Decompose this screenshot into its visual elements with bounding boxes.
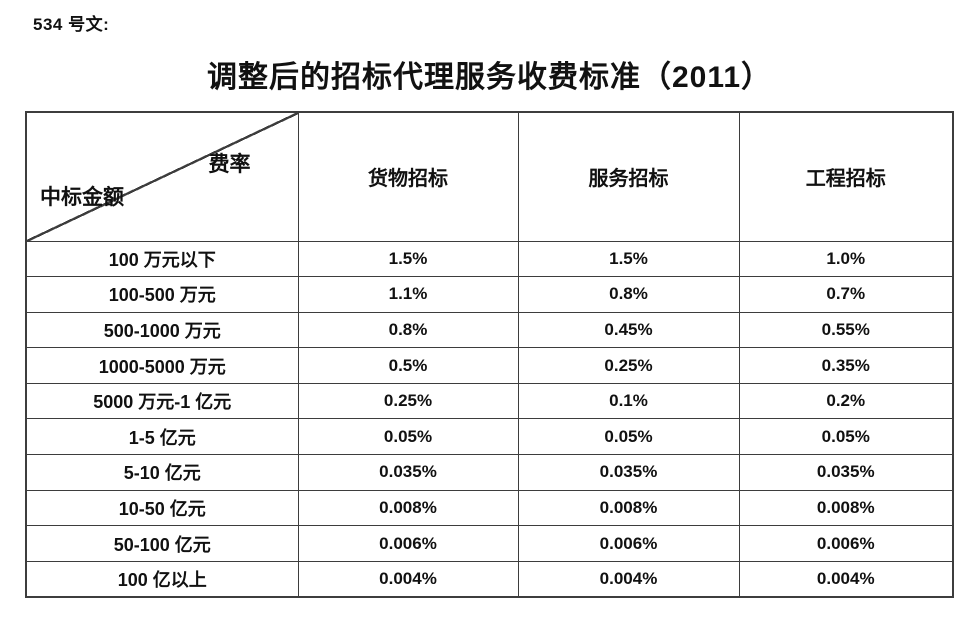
column-header-engineering-tender: 工程招标 (738, 111, 954, 242)
table-row: 1000-5000 万元 0.5% 0.25% 0.35% (25, 347, 954, 384)
row-label: 5000 万元-1 亿元 (25, 382, 299, 420)
row-label: 100 万元以下 (25, 240, 299, 278)
rate-cell: 0.004% (517, 560, 740, 598)
column-header-goods-tender: 货物招标 (297, 111, 519, 242)
table-header-row: 费率 中标金额 货物招标 服务招标 工程招标 (25, 111, 954, 242)
rate-cell: 1.1% (297, 276, 519, 313)
row-label: 10-50 亿元 (25, 489, 299, 527)
rate-cell: 0.035% (738, 454, 954, 491)
corner-label-bid-amount: 中标金额 (40, 185, 124, 209)
fee-rate-table: 费率 中标金额 货物招标 服务招标 工程招标 100 万元以下 1.5% 1.5… (25, 111, 954, 598)
row-label: 5-10 亿元 (25, 454, 299, 491)
table-row: 10-50 亿元 0.008% 0.008% 0.008% (25, 489, 954, 527)
rate-cell: 0.004% (297, 560, 519, 598)
rate-cell: 0.7% (738, 276, 954, 313)
rate-cell: 0.035% (297, 454, 519, 491)
rate-cell: 0.55% (738, 311, 954, 349)
rate-cell: 0.006% (738, 525, 954, 562)
rate-cell: 0.05% (517, 418, 740, 456)
rate-cell: 0.5% (297, 347, 519, 384)
rate-cell: 0.35% (738, 347, 954, 384)
column-header-service-tender: 服务招标 (517, 111, 740, 242)
rate-cell: 0.2% (738, 382, 954, 420)
table-row: 5-10 亿元 0.035% 0.035% 0.035% (25, 454, 954, 491)
rate-cell: 1.5% (517, 240, 740, 278)
row-label: 100 亿以上 (25, 560, 299, 598)
table-row: 1-5 亿元 0.05% 0.05% 0.05% (25, 418, 954, 456)
corner-label-rate: 费率 (208, 153, 251, 176)
row-label: 50-100 亿元 (25, 525, 299, 562)
rate-cell: 1.5% (297, 240, 519, 278)
row-label: 500-1000 万元 (25, 311, 299, 349)
corner-diagonal-cell: 费率 中标金额 (25, 111, 299, 242)
table-row: 100-500 万元 1.1% 0.8% 0.7% (25, 276, 954, 313)
rate-cell: 0.1% (517, 382, 740, 420)
row-label: 100-500 万元 (25, 276, 299, 313)
document-number: 534 号文: (33, 15, 110, 34)
rate-cell: 0.8% (297, 311, 519, 349)
table-row: 100 亿以上 0.004% 0.004% 0.004% (25, 560, 954, 598)
table-row: 500-1000 万元 0.8% 0.45% 0.55% (25, 311, 954, 349)
rate-cell: 0.008% (738, 489, 954, 527)
rate-cell: 0.035% (517, 454, 740, 491)
rate-cell: 0.008% (517, 489, 740, 527)
rate-cell: 0.008% (297, 489, 519, 527)
rate-cell: 0.45% (517, 311, 740, 349)
rate-cell: 0.006% (517, 525, 740, 562)
rate-cell: 0.05% (738, 418, 954, 456)
row-label: 1-5 亿元 (25, 418, 299, 456)
table-row: 100 万元以下 1.5% 1.5% 1.0% (25, 240, 954, 278)
rate-cell: 0.05% (297, 418, 519, 456)
rate-cell: 0.25% (297, 382, 519, 420)
row-label: 1000-5000 万元 (25, 347, 299, 384)
rate-cell: 0.25% (517, 347, 740, 384)
rate-cell: 1.0% (738, 240, 954, 278)
table-row: 5000 万元-1 亿元 0.25% 0.1% 0.2% (25, 382, 954, 420)
rate-cell: 0.8% (517, 276, 740, 313)
rate-cell: 0.004% (738, 560, 954, 598)
rate-cell: 0.006% (297, 525, 519, 562)
table-row: 50-100 亿元 0.006% 0.006% 0.006% (25, 525, 954, 562)
page-title: 调整后的招标代理服务收费标准（2011） (206, 61, 773, 94)
